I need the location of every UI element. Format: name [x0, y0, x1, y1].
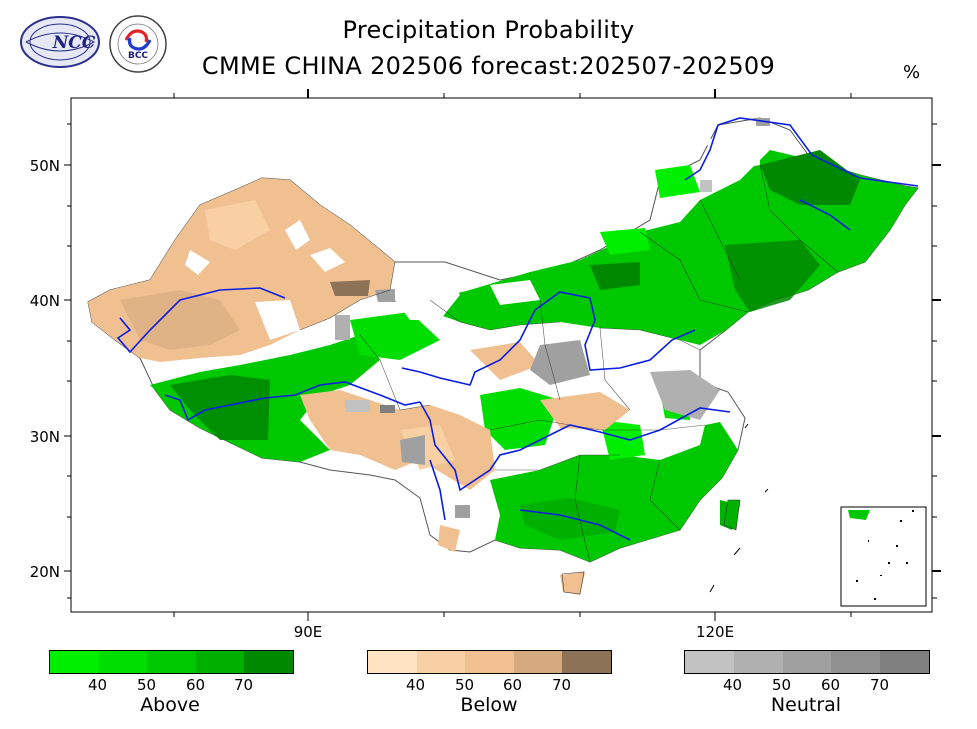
- legend-tick: 70: [870, 676, 890, 694]
- ncc-logo-text: NCC: [52, 33, 96, 53]
- legend-tick: 50: [455, 676, 475, 694]
- legend-swatch: [685, 651, 734, 673]
- legend-swatch: [831, 651, 881, 673]
- legend-colorbar-below: [367, 650, 612, 674]
- legend-swatch: [465, 651, 514, 673]
- lat-label: 30N: [30, 428, 60, 446]
- legend-swatch: [782, 651, 832, 673]
- legend-tick: 40: [88, 676, 108, 694]
- legend-tick: 50: [772, 676, 792, 694]
- province-borders: [299, 164, 839, 563]
- legend-colorbar-neutral: [684, 650, 930, 674]
- legend-tick: 70: [234, 676, 254, 694]
- legend-swatch: [733, 651, 783, 673]
- ncc-logo: NCC: [18, 14, 102, 70]
- lat-label: 40N: [30, 292, 60, 310]
- legend-swatch: [562, 651, 611, 673]
- legend-tick: 60: [821, 676, 841, 694]
- lon-label: 90E: [294, 623, 323, 641]
- legend-tick: 50: [137, 676, 157, 694]
- lon-label: 120E: [696, 623, 734, 641]
- lat-label: 50N: [30, 157, 60, 175]
- map-title: Precipitation Probability: [342, 16, 635, 44]
- unit-label: %: [903, 62, 921, 83]
- legend-swatch: [513, 651, 563, 673]
- legend-tick: 70: [552, 676, 572, 694]
- bcc-logo: BCC: [108, 14, 168, 74]
- legend-swatch: [98, 651, 148, 673]
- rivers: [116, 117, 919, 541]
- legend-colorbar-above: [49, 650, 294, 674]
- legend-swatch: [416, 651, 466, 673]
- legend-name-neutral: Neutral: [770, 694, 842, 716]
- legend-name-above: Above: [140, 694, 200, 716]
- legend-swatch: [368, 651, 417, 673]
- legend-tick: 60: [186, 676, 206, 694]
- legend-swatch: [244, 651, 293, 673]
- below-region-central: [300, 390, 495, 490]
- legend-swatch: [50, 651, 99, 673]
- axis-ticks: [64, 89, 941, 621]
- islands: [709, 423, 769, 593]
- legend-name-below: Below: [460, 694, 518, 716]
- legend-tick: 40: [406, 676, 426, 694]
- legend-swatch: [147, 651, 196, 673]
- legend-swatch: [195, 651, 245, 673]
- south-china-sea-inset: [840, 506, 927, 607]
- legend-swatch: [880, 651, 929, 673]
- legend-tick: 60: [503, 676, 523, 694]
- legend-tick: 40: [723, 676, 743, 694]
- map-subtitle: CMME CHINA 202506 forecast:202507-202509: [201, 52, 776, 80]
- lat-label: 20N: [30, 563, 60, 581]
- bcc-logo-text: BCC: [128, 51, 148, 61]
